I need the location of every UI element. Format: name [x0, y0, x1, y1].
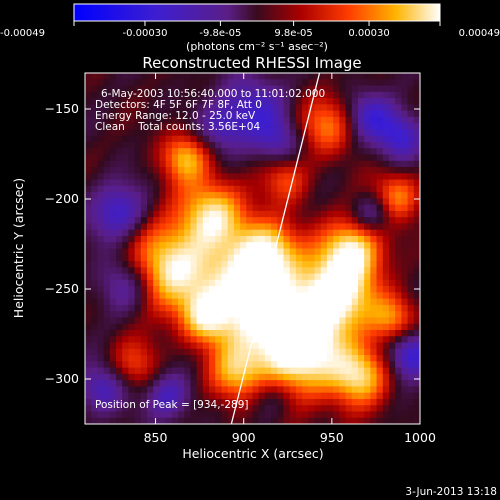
- annotation-detectors: Detectors: 4F 5F 6F 7F 8F, Att 0: [95, 99, 262, 111]
- colorbar-tick-label-3: 9.8e-05: [274, 28, 312, 39]
- heatmap-area: [85, 73, 420, 424]
- peak-position-label: Position of Peak = [934,-289]: [95, 399, 249, 411]
- colorbar-tick-label-4: 0.00030: [348, 28, 389, 39]
- colorbar-ticks: -0.00049 -0.00030 -9.8e-05 9.8e-05 0.00030 0.…: [0, 21, 500, 39]
- x-tick-label-1: 900: [232, 430, 256, 445]
- y-tick-label-3: −300: [45, 371, 79, 386]
- x-tick-label-2: 950: [320, 430, 344, 445]
- x-axis-ticks: 850 900 950 1000: [144, 73, 436, 445]
- y-tick-label-2: −250: [45, 281, 79, 296]
- x-tick-label-0: 850: [144, 430, 168, 445]
- colorbar-unit-label: (photons cm⁻² s⁻¹ asec⁻²): [186, 40, 328, 53]
- x-axis-label: Heliocentric X (arcsec): [182, 446, 323, 461]
- annotation-counts: Clean Total counts: 3.56E+04: [95, 121, 260, 133]
- footer-timestamp: 3-Jun-2013 13:18: [405, 486, 497, 498]
- solar-limb-line: [230, 72, 321, 425]
- y-tick-label-0: −150: [45, 101, 79, 116]
- plot-frame: [84, 72, 421, 425]
- colorbar-tick-label-5: 0.00049: [459, 28, 500, 39]
- annotation-time: 6-May-2003 10:56:40.000 to 11:01:02.000: [101, 88, 325, 100]
- chart-title: Reconstructed RHESSI Image: [142, 54, 361, 72]
- y-tick-label-1: −200: [45, 191, 79, 206]
- colorbar-tick-label-0: -0.00049: [0, 28, 45, 39]
- y-axis-ticks: −150 −200 −250 −300: [45, 101, 420, 386]
- y-axis-label: Heliocentric Y (arcsec): [11, 178, 26, 318]
- colorbar-tick-label-2: -9.8e-05: [199, 28, 241, 39]
- x-tick-label-3: 1000: [404, 430, 436, 445]
- annotation-energy: Energy Range: 12.0 - 25.0 keV: [95, 110, 256, 122]
- colorbar-tick-label-1: -0.00030: [122, 28, 167, 39]
- colorbar: [73, 3, 441, 22]
